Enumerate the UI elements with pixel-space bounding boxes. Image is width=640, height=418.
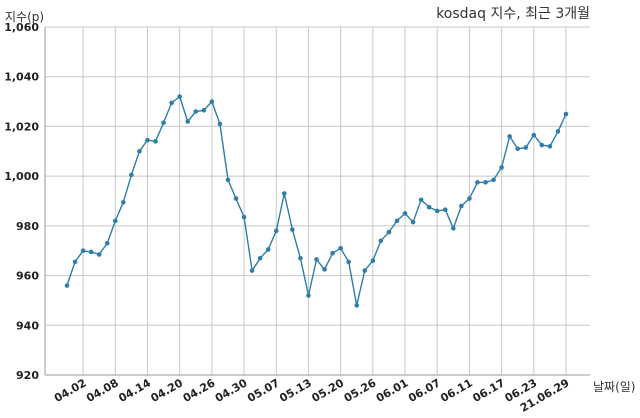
x-tick-label: 04.14 <box>116 376 153 405</box>
x-tick-label: 05.07 <box>245 376 282 405</box>
data-point <box>483 180 488 185</box>
data-point <box>410 219 416 225</box>
data-point <box>193 109 199 114</box>
data-point <box>241 214 247 220</box>
x-tick-label: 06.07 <box>406 376 443 405</box>
data-point <box>555 129 561 134</box>
data-point <box>137 148 142 154</box>
data-point <box>322 267 327 272</box>
data-point <box>265 247 271 252</box>
data-point <box>121 199 126 205</box>
data-point <box>362 268 368 273</box>
data-point <box>354 303 360 308</box>
data-point <box>491 177 496 183</box>
x-tick-label: 04.20 <box>149 376 186 405</box>
data-point <box>499 165 504 170</box>
x-tick-label: 05.20 <box>310 376 347 405</box>
y-tick-label: 1,020 <box>4 120 39 133</box>
data-point <box>80 248 86 254</box>
data-point <box>475 180 480 185</box>
y-tick-label: 1,040 <box>4 71 39 84</box>
series <box>64 94 569 308</box>
data-point <box>314 257 319 262</box>
data-point <box>394 218 400 224</box>
data-point <box>467 196 472 201</box>
data-point <box>145 137 150 143</box>
data-point <box>290 227 295 232</box>
data-point <box>169 100 174 106</box>
data-point <box>217 121 223 127</box>
data-point <box>451 226 456 231</box>
data-point <box>249 268 255 273</box>
data-point <box>298 255 303 261</box>
x-tick-label: 04.30 <box>213 376 250 405</box>
x-tick-label: 05.26 <box>342 376 379 405</box>
data-point <box>96 252 102 257</box>
data-point <box>153 139 158 144</box>
chart-title: kosdaq 지수, 최근 3개월 <box>436 6 590 22</box>
data-point <box>563 111 569 117</box>
data-point <box>129 172 134 178</box>
data-point <box>539 142 545 148</box>
data-point <box>225 177 231 183</box>
x-tick-label: 06.11 <box>438 376 475 405</box>
data-point <box>515 146 521 152</box>
data-point <box>88 249 94 255</box>
data-point <box>201 107 207 113</box>
data-point <box>209 99 215 104</box>
data-point <box>459 203 464 209</box>
x-tick-label: 05.13 <box>277 376 314 405</box>
x-tick-label: 06.01 <box>374 376 411 405</box>
data-point <box>233 196 239 201</box>
data-point <box>282 191 287 196</box>
data-point <box>523 145 529 150</box>
data-point <box>112 218 118 224</box>
y-tick-label: 940 <box>16 319 39 332</box>
x-tick-label: 04.26 <box>181 376 218 405</box>
data-point <box>370 258 376 263</box>
data-point <box>306 293 311 298</box>
data-point <box>418 197 424 203</box>
data-point <box>72 259 78 265</box>
data-point <box>434 208 440 214</box>
y-tick-label: 920 <box>16 369 39 382</box>
data-point <box>338 245 343 251</box>
x-tick-label: 04.08 <box>84 376 121 405</box>
data-point <box>257 255 263 261</box>
data-point <box>442 207 448 212</box>
data-point <box>104 240 110 246</box>
data-point <box>531 132 537 138</box>
data-point <box>273 228 279 234</box>
x-tick-label: 04.02 <box>52 376 89 405</box>
data-point <box>386 229 392 235</box>
y-tick-label: 1,000 <box>4 170 39 183</box>
series-line <box>66 95 567 306</box>
data-point <box>161 120 166 125</box>
tick-labels: 9209409609801,0001,0201,0401,06004.0204.… <box>4 21 571 415</box>
grid <box>45 26 590 376</box>
y-tick-label: 1,060 <box>4 21 39 34</box>
data-point <box>378 238 384 244</box>
data-point <box>64 283 70 288</box>
data-point <box>426 204 432 210</box>
axes <box>44 27 590 376</box>
data-point <box>507 134 512 139</box>
data-point <box>402 211 408 216</box>
data-point <box>330 250 335 256</box>
data-point <box>547 144 553 149</box>
y-tick-label: 980 <box>16 220 39 233</box>
data-point <box>185 119 191 124</box>
x-tick-label: 06.17 <box>470 376 507 405</box>
data-point <box>346 259 351 265</box>
data-point <box>177 94 182 99</box>
y-tick-label: 960 <box>16 270 39 283</box>
x-axis-label: 날짜(일) <box>593 380 635 394</box>
y-axis-label: 지수(p) <box>5 10 44 24</box>
